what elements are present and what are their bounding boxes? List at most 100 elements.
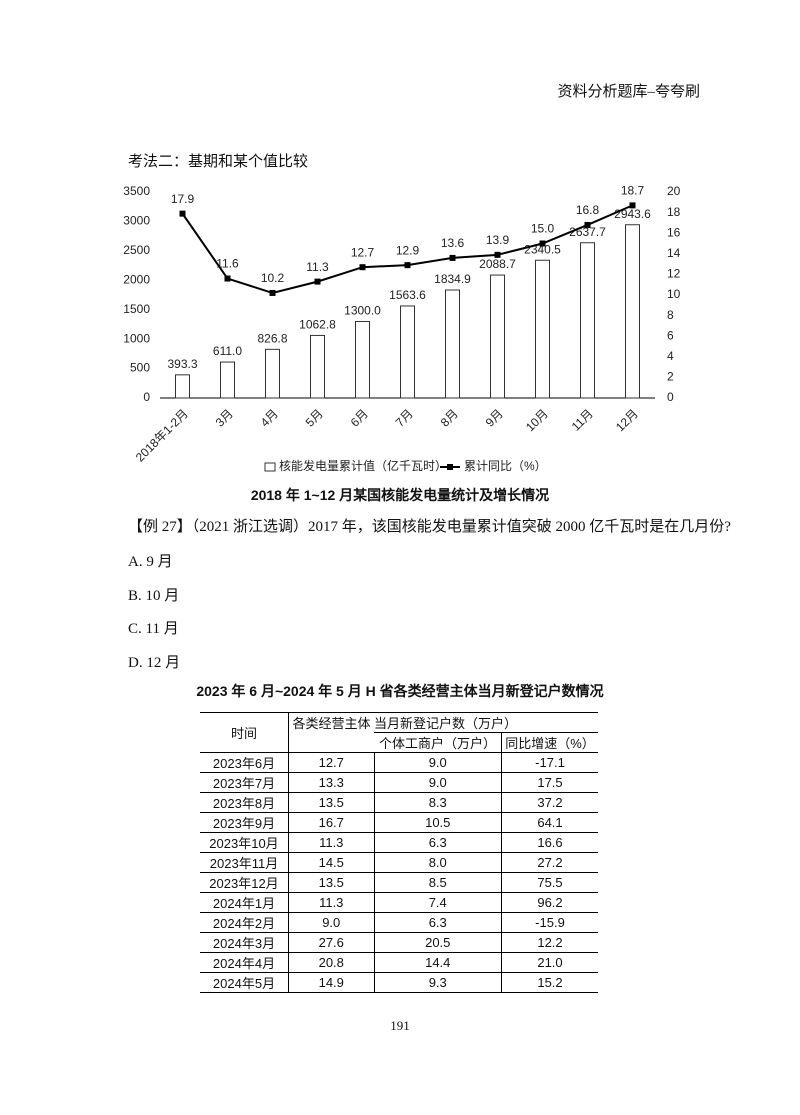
y2-tick-label: 14 — [667, 246, 681, 260]
line-label: 11.6 — [216, 257, 239, 271]
table-cell: 6.3 — [373, 912, 502, 933]
y2-tick-label: 6 — [667, 328, 674, 342]
table-cell: 10.5 — [373, 812, 502, 833]
legend-label: 核能发电量累计值（亿千瓦时） — [279, 458, 447, 473]
line-label: 18.7 — [621, 184, 645, 198]
x-tick-label: 11月 — [569, 406, 596, 433]
table-cell: -17.1 — [501, 752, 598, 773]
table-cell: 7.4 — [373, 892, 502, 913]
table-cell: 20.8 — [288, 952, 374, 973]
chart-title: 2018 年 1~12 月某国核能发电量统计及增长情况 — [250, 487, 550, 503]
x-tick-label: 10月 — [523, 406, 551, 434]
table-cell: 2023年10月 — [200, 832, 289, 853]
table-cell: 12.2 — [501, 932, 598, 953]
y2-tick-label: 8 — [667, 308, 674, 322]
table-cell: 15.2 — [501, 972, 598, 993]
table-row: 2023年12月 13.5 8.5 75.5 — [200, 872, 598, 893]
table-row: 2023年10月 11.3 6.3 16.6 — [200, 832, 598, 853]
bar — [490, 274, 505, 399]
table-cell: 2023年6月 — [200, 752, 289, 773]
table-cell: 2023年8月 — [200, 792, 289, 813]
y2-tick-label: 20 — [667, 184, 681, 198]
table-cell: 14.5 — [288, 852, 374, 873]
line-label: 12.7 — [351, 245, 375, 259]
y-tick-label: 1000 — [123, 331, 150, 345]
line-label: 13.9 — [486, 233, 510, 247]
option: B. 10 月 — [128, 587, 180, 604]
table-cell: 9.0 — [373, 752, 502, 773]
line-marker — [314, 278, 321, 285]
table-row: 2023年6月 12.7 9.0 -17.1 — [200, 752, 598, 773]
bar-label: 2943.6 — [614, 207, 651, 221]
x-tick-label: 5月 — [303, 406, 326, 429]
line-marker — [449, 254, 456, 261]
table-title: 2023 年 6 月~2024 年 5 月 H 省各类经营主体当月新登记户数情况 — [196, 683, 604, 699]
table-cell: 12.7 — [288, 752, 374, 773]
bar — [445, 289, 460, 399]
line-marker — [179, 210, 186, 217]
x-tick-label: 8月 — [438, 406, 461, 429]
line-label: 15.0 — [531, 222, 555, 236]
y-tick-label: 0 — [143, 390, 150, 404]
table-cell: 14.4 — [373, 952, 502, 973]
y-tick-label: 3000 — [123, 214, 150, 228]
line-marker — [494, 251, 501, 258]
table-row: 2023年7月 13.3 9.0 17.5 — [200, 772, 598, 793]
x-tick-label: 9月 — [483, 406, 506, 429]
table-cell: 2024年3月 — [200, 932, 289, 953]
table-cell: 16.6 — [501, 832, 598, 853]
bar-label: 393.3 — [167, 357, 197, 371]
bar-label: 1062.8 — [299, 318, 336, 332]
table-cell: 2024年5月 — [200, 972, 289, 993]
option: A. 9 月 — [128, 554, 173, 570]
table-row: 2023年9月 16.7 10.5 64.1 — [200, 812, 598, 833]
table-cell: 17.5 — [501, 772, 598, 793]
table-cell: 14.9 — [288, 972, 374, 993]
line-label: 16.8 — [576, 203, 600, 217]
page-number: 191 — [390, 1018, 410, 1033]
legend-swatch — [264, 462, 276, 472]
table-cell: -15.9 — [501, 912, 598, 933]
line-marker — [269, 289, 276, 296]
chart: 0 500 1000 1500 2000 2500 3000 3500 0 2 4 6 8 10 12 14 1… — [123, 184, 681, 474]
table-header: 个体工商户（万户） — [374, 732, 502, 753]
bar-label: 611.0 — [213, 344, 242, 358]
bar — [580, 242, 595, 399]
y2-tick-label: 4 — [667, 349, 674, 363]
x-tick-label: 12月 — [613, 406, 641, 434]
y-tick-label: 3500 — [123, 184, 150, 198]
table-cell: 2023年11月 — [200, 852, 289, 873]
table-cell: 37.2 — [501, 792, 598, 813]
bar — [220, 361, 235, 399]
table-cell: 2024年4月 — [200, 952, 289, 973]
table-cell: 21.0 — [501, 952, 598, 973]
line-label: 10.2 — [261, 271, 285, 285]
y2-tick-label: 16 — [667, 225, 681, 239]
table-cell: 11.3 — [288, 892, 374, 913]
table-cell: 9.3 — [373, 972, 502, 993]
table-cell: 64.1 — [501, 812, 598, 833]
table-row: 2023年11月 14.5 8.0 27.2 — [200, 852, 598, 873]
line-marker — [224, 275, 231, 282]
table-header: 同比增速（%） — [501, 732, 598, 753]
table-row: 2024年4月 20.8 14.4 21.0 — [200, 952, 598, 973]
table: 时间 各类经营主体 当月新登记户数（万户） 个体工商户（万户） 同比增速（%） … — [200, 712, 598, 993]
x-tick-label: 6月 — [348, 406, 371, 429]
y2-tick-label: 12 — [667, 267, 681, 281]
section-title: 考法二：基期和某个值比较 — [128, 154, 309, 170]
option: D. 12 月 — [128, 654, 181, 671]
table-cell: 9.0 — [373, 772, 502, 793]
line-label: 12.9 — [396, 243, 420, 257]
bar — [535, 259, 550, 399]
x-tick-label: 3月 — [213, 406, 236, 429]
bar — [310, 334, 325, 399]
legend-label: 累计同比（%） — [464, 459, 547, 473]
y-tick-label: 2500 — [123, 243, 150, 257]
table-cell: 20.5 — [373, 932, 502, 953]
table-cell: 96.2 — [501, 892, 598, 913]
table-cell: 8.0 — [373, 852, 502, 873]
table-row: 2023年8月 13.5 8.3 37.2 — [200, 792, 598, 813]
table-header: 各类经营主体 — [288, 712, 374, 753]
table-cell: 27.2 — [501, 852, 598, 873]
